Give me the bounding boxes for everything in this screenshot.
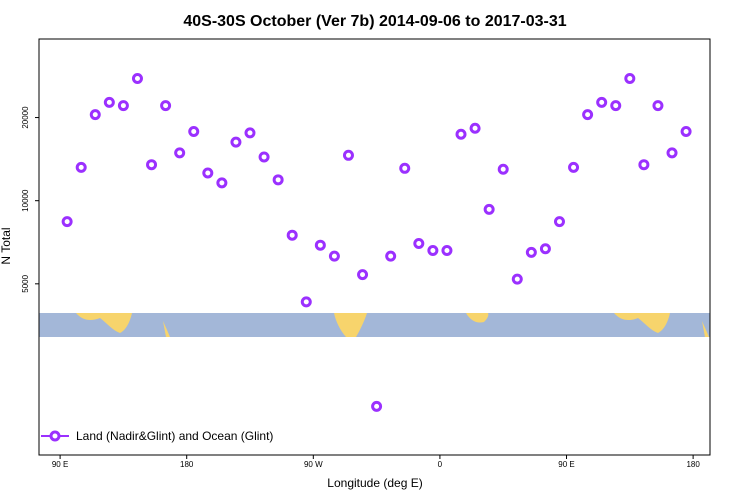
data-point	[103, 96, 115, 108]
x-tick-label: 90 E	[52, 460, 68, 469]
data-point	[596, 96, 608, 108]
data-point	[483, 203, 495, 215]
data-point	[399, 162, 411, 174]
x-tick-label: 90 E	[558, 460, 574, 469]
data-point	[539, 243, 551, 255]
data-point	[413, 237, 425, 249]
y-tick-label: 10000	[21, 189, 30, 212]
data-point	[553, 216, 565, 228]
data-point	[385, 250, 397, 262]
plot-frame	[38, 38, 711, 456]
data-point	[624, 72, 636, 84]
land-southamerica	[334, 313, 367, 337]
land-newzealand-1	[163, 321, 170, 337]
data-points	[61, 72, 692, 412]
data-point	[160, 100, 172, 112]
data-point	[525, 246, 537, 258]
land-africa	[466, 313, 489, 323]
data-point	[610, 100, 622, 112]
data-point	[638, 159, 650, 171]
data-point	[497, 163, 509, 175]
data-point	[272, 174, 284, 186]
x-tick-label: 180	[686, 460, 700, 469]
x-tick-label: 90 W	[304, 460, 323, 469]
y-tick-label: 20000	[21, 106, 30, 129]
y-axis: 5000 10000 20000	[21, 106, 39, 293]
x-axis-label: Longitude (deg E)	[327, 476, 422, 490]
data-point	[371, 400, 383, 412]
data-point	[511, 273, 523, 285]
map-strip	[39, 313, 710, 337]
x-tick-label: 180	[180, 460, 194, 469]
data-point	[61, 216, 73, 228]
data-point	[117, 100, 129, 112]
data-point	[357, 269, 369, 281]
data-point	[427, 245, 439, 257]
legend: Land (Nadir&Glint) and Ocean (Glint)	[41, 429, 273, 443]
data-point	[666, 147, 678, 159]
land-australia-1	[76, 313, 132, 333]
data-point	[188, 126, 200, 138]
data-point	[342, 149, 354, 161]
data-point	[131, 72, 143, 84]
y-tick-label: 5000	[21, 274, 30, 292]
data-point	[441, 245, 453, 257]
land-shapes	[76, 313, 709, 337]
data-point	[174, 147, 186, 159]
data-point	[582, 109, 594, 121]
data-point	[652, 100, 664, 112]
data-point	[230, 136, 242, 148]
chart-title: 40S-30S October (Ver 7b) 2014-09-06 to 2…	[183, 13, 566, 30]
data-point	[469, 122, 481, 134]
x-tick-label: 0	[438, 460, 443, 469]
data-point	[75, 161, 87, 173]
data-point	[314, 239, 326, 251]
y-axis-label: N Total	[0, 227, 13, 264]
data-point	[680, 126, 692, 138]
data-point	[202, 167, 214, 179]
data-point	[258, 151, 270, 163]
data-point	[216, 177, 228, 189]
data-point	[568, 161, 580, 173]
data-point	[244, 127, 256, 139]
legend-label: Land (Nadir&Glint) and Ocean (Glint)	[76, 429, 273, 443]
ocean-band	[39, 313, 710, 337]
x-axis: 90 E 180 90 W 0 90 E 180	[52, 455, 700, 469]
data-point	[300, 296, 312, 308]
land-newzealand-2	[702, 321, 709, 337]
legend-marker	[49, 430, 61, 442]
data-point	[286, 229, 298, 241]
data-point	[328, 250, 340, 262]
data-point	[455, 128, 467, 140]
data-point	[89, 109, 101, 121]
data-point	[146, 159, 158, 171]
land-australia-2	[614, 313, 670, 333]
